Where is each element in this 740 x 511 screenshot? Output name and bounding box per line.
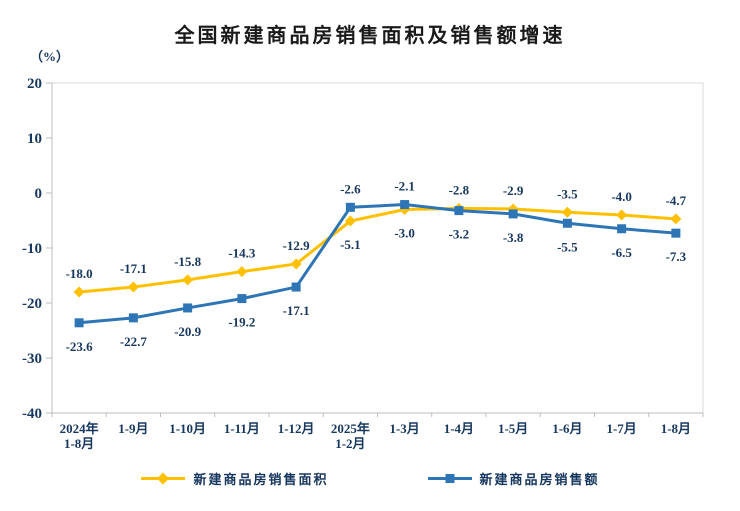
data-point-sales-amount — [617, 224, 627, 234]
data-point-sales-amount — [508, 209, 518, 219]
data-label-sales-amount: -2.1 — [394, 179, 415, 194]
square-marker-icon — [445, 474, 454, 483]
data-label-sales-amount: -3.2 — [449, 227, 470, 242]
data-label-sales-area: -18.0 — [66, 266, 93, 281]
data-label-sales-amount: -2.6 — [340, 181, 361, 196]
x-axis-label: 2024年 1-8月 — [60, 421, 99, 451]
data-label-sales-amount: -23.6 — [66, 339, 94, 354]
data-label-sales-amount: -19.2 — [228, 315, 255, 330]
data-label-sales-amount: -7.3 — [666, 249, 687, 264]
data-point-sales-amount — [400, 200, 410, 210]
data-point-sales-area — [236, 266, 248, 278]
x-axis-label: 1-8月 — [661, 421, 691, 436]
x-axis-label: 1-5月 — [498, 421, 528, 436]
x-axis-label: 1-6月 — [552, 421, 582, 436]
legend-label-sales-amount: 新建商品房销售额 — [479, 472, 600, 487]
data-label-sales-amount: -6.5 — [611, 245, 632, 260]
legend-item-sales-amount: 新建商品房销售额 — [427, 469, 600, 488]
series-line-sales-amount — [78, 203, 676, 325]
data-point-sales-amount — [128, 313, 138, 323]
y-tick-label: 10 — [27, 131, 42, 147]
y-tick-label: -10 — [22, 241, 42, 257]
y-tick-label: 20 — [27, 76, 42, 92]
sales-area-legend-marker — [141, 472, 186, 485]
sales-amount-legend-marker — [427, 474, 472, 483]
data-label-sales-area: -2.9 — [503, 183, 524, 198]
x-axis-label: 1-11月 — [224, 421, 260, 436]
x-axis-label: 1-10月 — [169, 421, 206, 436]
data-label-sales-amount: -17.1 — [283, 303, 310, 318]
data-label-sales-amount: -5.5 — [557, 239, 578, 254]
data-point-sales-amount — [237, 294, 247, 304]
x-axis-label: 1-4月 — [444, 421, 474, 436]
plot-border — [51, 82, 704, 414]
data-label-sales-area: -12.9 — [283, 238, 311, 253]
data-point-sales-amount — [454, 206, 464, 216]
series-line-sales-area — [78, 206, 676, 294]
data-point-sales-amount — [345, 202, 355, 212]
data-point-sales-area — [127, 281, 139, 293]
data-label-sales-area: -15.8 — [174, 254, 202, 269]
x-axis-label: 1-7月 — [606, 421, 636, 436]
data-label-sales-amount: -20.9 — [174, 324, 202, 339]
legend-item-sales-area: 新建商品房销售面积 — [140, 469, 328, 488]
data-point-sales-area — [561, 206, 573, 218]
data-label-sales-amount: -3.8 — [503, 230, 524, 245]
data-point-sales-amount — [291, 282, 301, 292]
x-axis-label: 1-12月 — [278, 421, 315, 436]
data-point-sales-area — [290, 258, 302, 270]
data-point-sales-area — [616, 209, 628, 221]
data-point-sales-amount — [671, 228, 681, 238]
x-axis-label: 2025年 1-2月 — [331, 421, 370, 451]
data-label-sales-area: -17.1 — [120, 261, 147, 276]
data-label-sales-area: -5.1 — [340, 237, 361, 252]
data-point-sales-area — [182, 274, 194, 286]
data-label-sales-area: -2.8 — [449, 182, 470, 197]
y-tick-label: -40 — [22, 406, 42, 422]
data-point-sales-amount — [74, 318, 84, 328]
data-point-sales-amount — [183, 303, 193, 313]
data-label-sales-area: -14.3 — [228, 246, 256, 261]
y-tick-label: -20 — [22, 296, 42, 312]
legend-label-sales-area: 新建商品房销售面积 — [193, 472, 329, 487]
x-axis-label: 1-9月 — [118, 421, 148, 436]
data-label-sales-area: -3.0 — [394, 226, 415, 241]
data-point-sales-area — [670, 213, 682, 225]
data-point-sales-amount — [562, 218, 572, 228]
chart-title: 全国新建商品房销售面积及销售额增速 — [174, 25, 566, 47]
data-label-sales-area: -4.7 — [666, 193, 687, 208]
diamond-marker-icon — [157, 472, 170, 485]
line-chart-plot: 20 10 0 -10 -20 -30 -40 2024年 1-8月 1-9月 1-10月 1-11月… — [22, 76, 704, 451]
data-label-sales-amount: -22.7 — [120, 334, 148, 349]
x-axis-label: 1-3月 — [389, 421, 419, 436]
data-label-sales-area: -3.5 — [557, 186, 578, 201]
y-tick-label: -30 — [22, 351, 42, 367]
chart-legend: 新建商品房销售面积 新建商品房销售额 — [0, 469, 740, 488]
data-point-sales-area — [73, 286, 85, 298]
y-axis-unit-label: （%） — [30, 49, 70, 64]
y-tick-label: 0 — [35, 186, 43, 202]
data-label-sales-area: -4.0 — [611, 189, 632, 204]
data-point-sales-area — [344, 215, 356, 227]
